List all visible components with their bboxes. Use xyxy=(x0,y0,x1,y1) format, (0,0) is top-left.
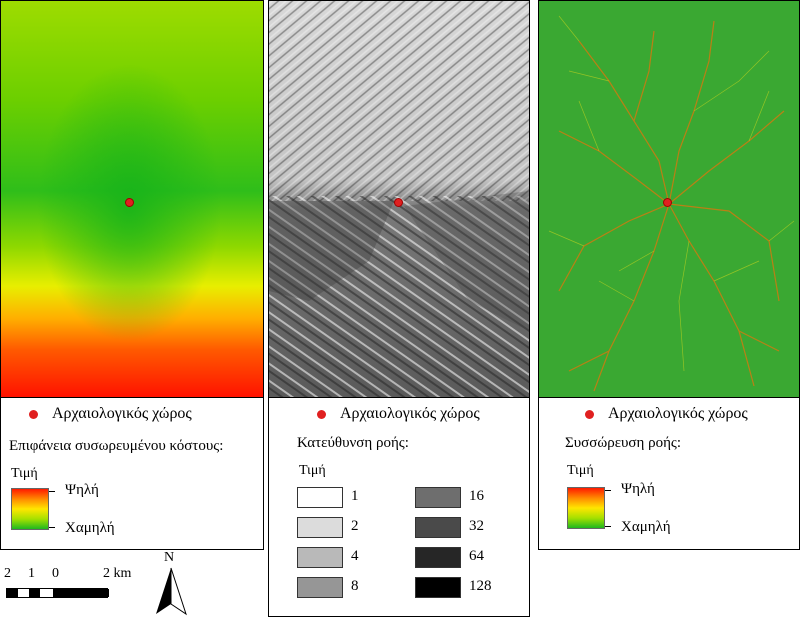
flow-direction-title: Κατεύθυνση ροής: xyxy=(297,435,409,451)
scale-label-2km: 2 km xyxy=(103,566,132,581)
cost-color-ramp xyxy=(11,488,49,530)
site-legend-entry: Αρχαιολογικός χώρος xyxy=(585,405,748,423)
north-arrow-icon xyxy=(156,567,187,616)
north-label: N xyxy=(164,550,175,565)
ramp-low-label: Χαμηλή xyxy=(621,519,671,535)
flow-class-label: 4 xyxy=(351,548,359,564)
cost-surface-panel: Αρχαιολογικός χώρος Επιφάνεια συσωρευμέν… xyxy=(0,0,264,550)
flow-class-swatch xyxy=(297,487,343,508)
site-legend-label: Αρχαιολογικός χώρος xyxy=(52,405,192,422)
site-legend-dot-icon xyxy=(29,409,38,419)
flow-class-swatch xyxy=(297,577,343,598)
value-label: Τιμή xyxy=(299,463,326,478)
value-label: Τιμή xyxy=(11,466,38,481)
flow-direction-panel: Αρχαιολογικός χώρος Κατεύθυνση ροής: Τιμ… xyxy=(268,0,530,617)
scale-label-0: 0 xyxy=(52,566,59,581)
flow-accumulation-panel: Αρχαιολογικός χώρος Συσσώρευση ροής: Τιμ… xyxy=(538,0,800,550)
flow-class-swatch xyxy=(297,547,343,568)
flow-accumulation-map xyxy=(539,1,799,397)
value-label: Τιμή xyxy=(567,463,594,478)
ramp-high-label: Ψηλή xyxy=(621,481,655,497)
flow-direction-map xyxy=(269,1,529,397)
flow-class-swatch xyxy=(415,517,461,538)
flow-class-label: 128 xyxy=(469,578,492,594)
flow-class-swatch xyxy=(415,547,461,568)
flow-class-label: 64 xyxy=(469,548,484,564)
flow-class-swatch xyxy=(415,487,461,508)
flow-class-label: 1 xyxy=(351,488,359,504)
flow-class-swatch xyxy=(415,577,461,598)
site-legend-entry: Αρχαιολογικός χώρος xyxy=(317,405,480,423)
flow-class-swatch xyxy=(297,517,343,538)
site-legend-dot-icon xyxy=(585,409,594,419)
flow-class-label: 16 xyxy=(469,488,484,504)
archaeological-site-marker[interactable] xyxy=(125,198,134,207)
flow-class-label: 32 xyxy=(469,518,484,534)
site-legend-label: Αρχαιολογικός χώρος xyxy=(608,405,748,422)
accumulation-color-ramp xyxy=(567,487,605,529)
site-legend-label: Αρχαιολογικός χώρος xyxy=(340,405,480,422)
site-legend-entry: Αρχαιολογικός χώρος xyxy=(29,405,192,423)
scale-label-2: 2 xyxy=(4,566,11,581)
flow-accumulation-title: Συσσώρευση ροής: xyxy=(565,435,682,451)
scale-label-1: 1 xyxy=(28,566,35,581)
archaeological-site-marker[interactable] xyxy=(663,198,672,207)
ramp-low-label: Χαμηλή xyxy=(65,520,115,536)
flow-class-label: 2 xyxy=(351,518,359,534)
site-legend-dot-icon xyxy=(317,409,326,419)
scale-bar-graphic xyxy=(6,588,109,598)
cost-surface-title: Επιφάνεια συσωρευμένου κόστους: xyxy=(9,438,224,454)
flow-class-label: 8 xyxy=(351,578,359,594)
cost-surface-map xyxy=(1,1,263,397)
ramp-high-label: Ψηλή xyxy=(65,482,99,498)
archaeological-site-marker[interactable] xyxy=(394,198,403,207)
